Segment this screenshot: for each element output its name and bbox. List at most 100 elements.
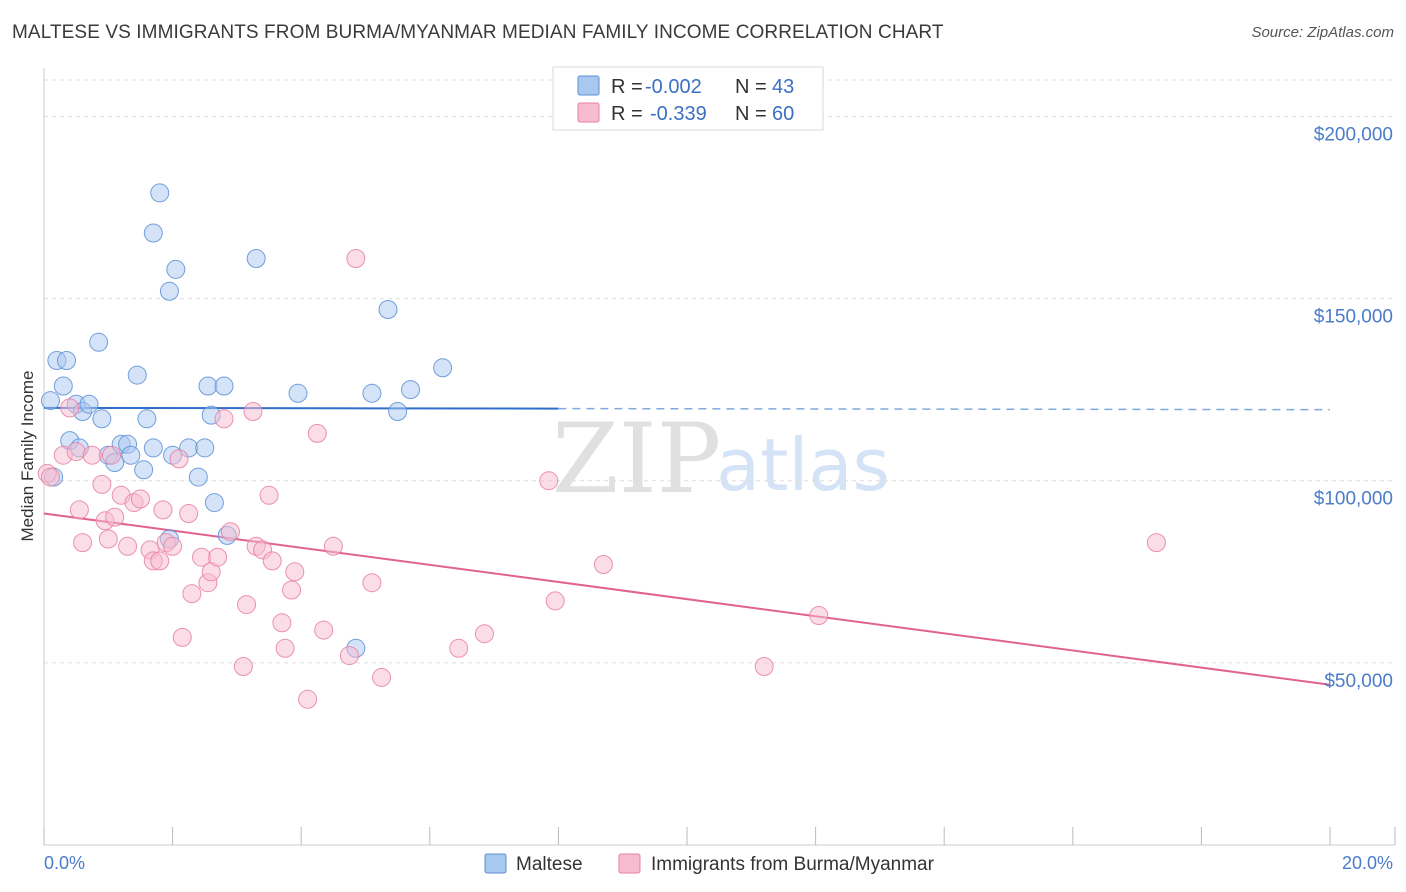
burma-point — [60, 398, 80, 418]
bottom-legend-swatch-maltese — [484, 853, 507, 874]
burma-point — [372, 667, 392, 687]
maltese-point — [143, 223, 163, 243]
maltese-trend-line — [43, 406, 559, 410]
source-attribution: Source: ZipAtlas.com — [1251, 24, 1394, 41]
burma-point — [179, 504, 199, 523]
legend-n-value-maltese: 43 — [772, 76, 794, 98]
axes — [43, 68, 1396, 846]
maltese-point — [137, 409, 157, 429]
burma-point — [163, 536, 183, 556]
burma-point — [118, 536, 138, 556]
watermark-atlas: atlas — [716, 423, 890, 507]
maltese-point — [89, 332, 109, 352]
maltese-point — [195, 438, 215, 458]
legend-r-value-burma: -0.339 — [650, 103, 707, 125]
burma-point — [208, 547, 228, 567]
maltese-point — [134, 460, 154, 480]
burma-point — [323, 536, 343, 556]
y-tick-label: $100,000 — [1314, 489, 1393, 510]
burma-point — [593, 555, 613, 574]
maltese-point — [401, 380, 421, 400]
maltese-point — [159, 281, 179, 301]
burma-point — [339, 646, 359, 666]
burma-point — [298, 689, 318, 709]
burma-point — [346, 249, 366, 268]
data-points — [37, 183, 1166, 709]
maltese-point — [214, 376, 234, 396]
maltese-point — [288, 383, 308, 403]
maltese-point — [150, 183, 170, 203]
series-legend: Maltese Immigrants from Burma/Myanmar — [484, 853, 935, 875]
maltese-point — [166, 259, 186, 279]
burma-point — [172, 627, 192, 647]
burma-point — [153, 500, 173, 520]
y-tick-label: $50,000 — [1324, 671, 1393, 692]
burma-point — [243, 402, 263, 421]
burma-point — [285, 562, 305, 582]
maltese-point — [198, 376, 218, 396]
burma-point — [474, 624, 494, 644]
burma-point — [130, 489, 150, 509]
chart-title: MALTESE VS IMMIGRANTS FROM BURMA/MYANMAR… — [12, 22, 944, 43]
y-tick-label: $150,000 — [1314, 307, 1393, 328]
maltese-point — [204, 493, 224, 513]
maltese-point — [246, 249, 266, 268]
burma-point — [272, 613, 292, 633]
burma-point — [214, 409, 234, 429]
maltese-point — [40, 391, 60, 411]
burma-point — [102, 445, 122, 465]
bottom-legend-swatch-burma — [618, 853, 641, 874]
burma-point — [66, 442, 86, 462]
gridlines — [44, 79, 1395, 664]
burma-point — [449, 638, 469, 658]
burma-point — [92, 474, 112, 494]
maltese-point — [79, 394, 99, 414]
legend-r-value-maltese: -0.002 — [645, 76, 702, 98]
burma-point — [307, 423, 327, 443]
burma-point — [262, 551, 282, 571]
burma-point — [73, 533, 93, 553]
legend-swatch-burma — [577, 102, 600, 123]
burma-point — [545, 591, 565, 611]
maltese-point — [53, 376, 73, 396]
burma-point — [98, 529, 118, 549]
burma-point — [220, 522, 240, 542]
maltese-point — [378, 300, 398, 319]
legend-n-label-maltese: N = — [735, 76, 767, 98]
burma-point — [82, 445, 102, 465]
burma-point — [362, 573, 382, 593]
maltese-trend-extension — [558, 407, 1331, 411]
maltese-point — [143, 438, 163, 458]
burma-point — [69, 500, 89, 520]
legend-r-label-burma: R = — [611, 103, 643, 125]
bottom-legend-label-burma: Immigrants from Burma/Myanmar — [651, 854, 935, 875]
y-tick-label: $200,000 — [1314, 124, 1393, 145]
burma-point — [754, 657, 774, 676]
correlation-legend: R = -0.002 N = 43 R = -0.339 N = 60 — [552, 66, 824, 131]
burma-trend-line — [43, 512, 1331, 686]
burma-point — [105, 507, 125, 527]
bottom-legend-label-maltese: Maltese — [516, 854, 583, 875]
maltese-point — [92, 409, 112, 429]
burma-point — [237, 595, 257, 615]
x-tick-labels: 0.0% 20.0% — [44, 853, 1393, 873]
legend-n-label-burma: N = — [735, 103, 767, 125]
burma-point — [1146, 533, 1166, 553]
burma-point — [539, 471, 559, 491]
maltese-point — [57, 351, 77, 370]
x-tick-label: 20.0% — [1342, 853, 1393, 873]
burma-point — [233, 657, 253, 676]
y-axis-label: Median Family Income — [18, 370, 37, 541]
maltese-point — [121, 445, 141, 465]
maltese-point — [388, 402, 408, 421]
burma-point — [150, 551, 170, 571]
y-tick-labels: $50,000 $100,000 $150,000 $200,000 — [1314, 124, 1393, 691]
watermark-zip: ZIP — [552, 403, 721, 515]
maltese-point — [127, 365, 147, 385]
burma-point — [282, 580, 302, 600]
maltese-point — [362, 383, 382, 403]
maltese-point — [433, 358, 453, 378]
burma-point — [40, 467, 60, 487]
maltese-point — [188, 467, 208, 487]
